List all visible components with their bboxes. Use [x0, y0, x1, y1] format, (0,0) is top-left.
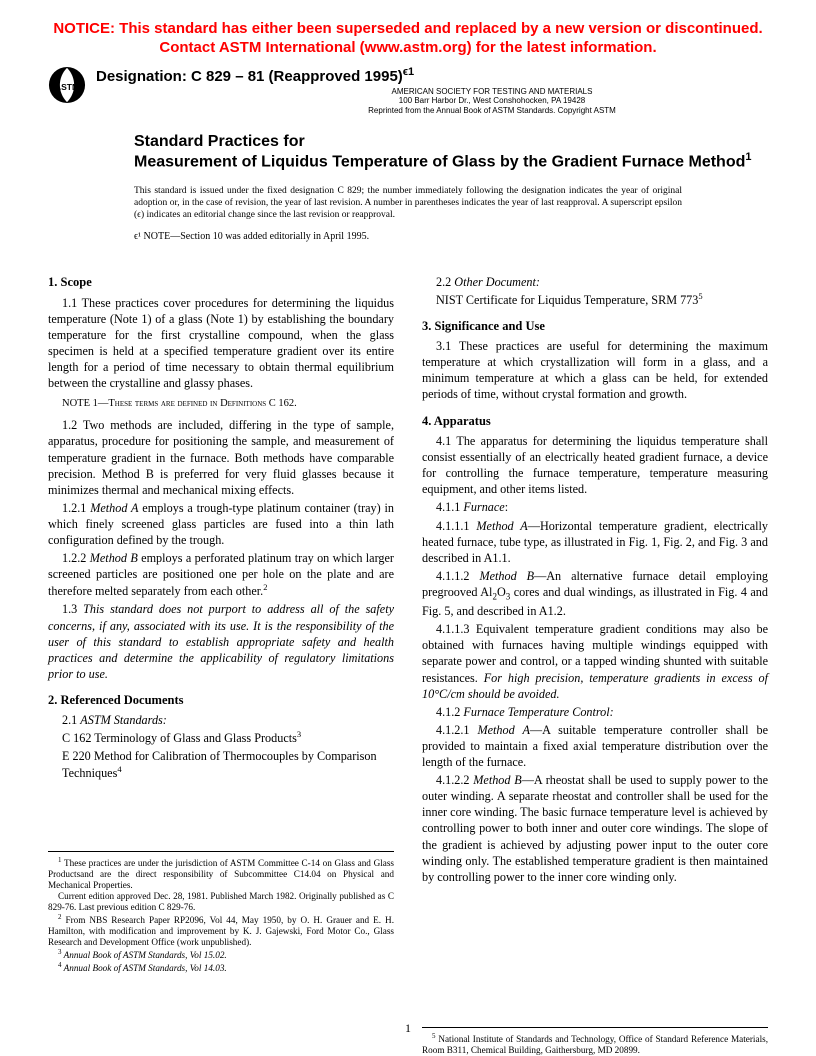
- note-1: NOTE 1—These terms are defined in Defini…: [48, 397, 394, 411]
- para-2-2: 2.2 Other Document:: [422, 274, 768, 290]
- para-4-1-2-1: 4.1.2.1 Method A—A suitable temperature …: [422, 722, 768, 770]
- para-4-1-1-1: 4.1.1.1 Method A—Horizontal temperature …: [422, 518, 768, 566]
- designation: Designation: C 829 – 81 (Reapproved 1995…: [96, 66, 768, 85]
- section-2-head: 2. Referenced Documents: [48, 692, 394, 709]
- para-3-1: 3.1 These practices are useful for deter…: [422, 338, 768, 402]
- para-4-1-2-2: 4.1.2.2 Method B—A rheostat shall be use…: [422, 772, 768, 885]
- fn-4: 4 Annual Book of ASTM Standards, Vol 14.…: [48, 961, 394, 974]
- notice-line2: Contact ASTM International (www.astm.org…: [48, 39, 768, 58]
- fn-1: 1 These practices are under the jurisdic…: [48, 856, 394, 891]
- para-1-3: 1.3 This standard does not purport to ad…: [48, 601, 394, 681]
- fn-3: 3 Annual Book of ASTM Standards, Vol 15.…: [48, 948, 394, 961]
- astm-logo-icon: ASTM: [48, 66, 86, 104]
- right-column: 2.2 Other Document: NIST Certificate for…: [422, 264, 768, 1056]
- notice-banner: NOTICE: This standard has either been su…: [48, 20, 768, 58]
- para-4-1-1-2: 4.1.1.2 Method B—An alternative furnace …: [422, 568, 768, 620]
- section-4-head: 4. Apparatus: [422, 413, 768, 430]
- ref-nist: NIST Certificate for Liquidus Temperatur…: [422, 291, 768, 308]
- ref-c162: C 162 Terminology of Glass and Glass Pro…: [48, 729, 394, 746]
- ref-e220: E 220 Method for Calibration of Thermoco…: [48, 748, 394, 781]
- para-4-1-2: 4.1.2 Furnace Temperature Control:: [422, 704, 768, 720]
- para-2-1: 2.1 ASTM Standards:: [48, 712, 394, 728]
- fn-1b: Current edition approved Dec. 28, 1981. …: [48, 891, 394, 913]
- header: ASTM Designation: C 829 – 81 (Reapproved…: [48, 66, 768, 116]
- body-columns: 1. Scope 1.1 These practices cover proce…: [48, 264, 768, 1056]
- section-3-head: 3. Significance and Use: [422, 318, 768, 335]
- issuance-note: This standard is issued under the fixed …: [134, 186, 682, 222]
- left-column: 1. Scope 1.1 These practices cover proce…: [48, 264, 394, 1056]
- fn-2: 2 From NBS Research Paper RP2096, Vol 44…: [48, 913, 394, 948]
- para-1-2-2: 1.2.2 Method B employs a perforated plat…: [48, 550, 394, 599]
- title: Standard Practices for Measurement of Li…: [134, 133, 768, 172]
- notice-line1: NOTICE: This standard has either been su…: [48, 20, 768, 39]
- section-1-head: 1. Scope: [48, 274, 394, 291]
- svg-text:ASTM: ASTM: [55, 81, 79, 91]
- para-1-2: 1.2 Two methods are included, differing …: [48, 417, 394, 497]
- para-4-1: 4.1 The apparatus for determining the li…: [422, 433, 768, 497]
- footnotes-left: 1 These practices are under the jurisdic…: [48, 851, 394, 975]
- para-4-1-1-3: 4.1.1.3 Equivalent temperature gradient …: [422, 621, 768, 701]
- para-1-1: 1.1 These practices cover procedures for…: [48, 295, 394, 392]
- epsilon-note: ϵ¹ NOTE—Section 10 was added editorially…: [134, 231, 682, 242]
- para-1-2-1: 1.2.1 Method A employs a trough-type pla…: [48, 500, 394, 548]
- page-number: 1: [0, 1021, 816, 1036]
- para-4-1-1: 4.1.1 Furnace:: [422, 499, 768, 515]
- society-info: AMERICAN SOCIETY FOR TESTING AND MATERIA…: [216, 87, 768, 116]
